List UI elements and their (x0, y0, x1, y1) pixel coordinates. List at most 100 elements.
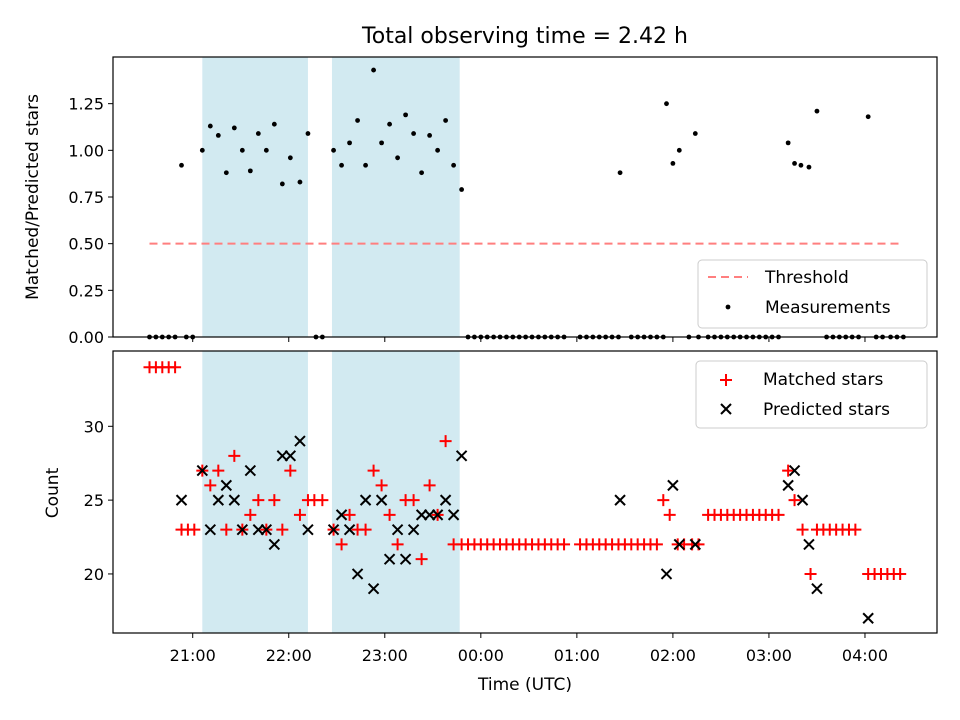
top-y-tick-label: 1.25 (68, 95, 104, 114)
matched-star-marker (244, 508, 257, 521)
top-axes-frame (112, 56, 938, 338)
measurement-point (792, 161, 797, 166)
matched-star-marker (558, 538, 571, 551)
matched-star-marker (383, 508, 396, 521)
matched-star-marker (268, 494, 281, 507)
top-y-tick-label: 0.00 (68, 328, 104, 347)
matched-star-marker (796, 523, 809, 536)
bottom-plot-marks (143, 361, 907, 624)
matched-star-marker (391, 538, 404, 551)
bottom-x-ticks: 21:00 22:00 23:00 00:00 01:00 02:00 03:00 04:00 (170, 633, 888, 665)
predicted-star-marker (431, 509, 444, 521)
predicted-star-marker (204, 523, 217, 536)
measurement-point (247, 168, 253, 174)
bottom-shaded-regions (202, 351, 460, 633)
measurement-point (379, 140, 384, 146)
matched-star-marker (169, 361, 182, 374)
predicted-star-marker (782, 479, 794, 492)
bottom-legend: Matched stars Predicted stars (695, 360, 928, 429)
measurement-point (387, 121, 392, 127)
bottom-legend-matched-swatch (720, 374, 732, 386)
measurement-point (427, 133, 433, 138)
measurement-point (355, 118, 360, 123)
predicted-star-marker (244, 464, 257, 477)
measurement-point (403, 112, 408, 118)
predicted-star-marker (359, 494, 372, 506)
predicted-star-marker (343, 523, 356, 536)
predicted-star-marker (260, 523, 273, 536)
predicted-star-marker (689, 538, 702, 551)
predicted-star-marker (236, 523, 249, 536)
matched-star-marker (663, 508, 676, 521)
matched-star-marker (849, 523, 862, 536)
predicted-star-marker (455, 450, 468, 462)
bottom-legend-matched-label: Matched stars (763, 370, 883, 390)
predicted-star-marker (175, 494, 188, 506)
matched-star-marker (375, 479, 388, 492)
top-y-ticks: 0.00 0.25 0.50 0.75 1.00 1.25 (68, 95, 113, 347)
predicted-star-marker (327, 523, 340, 536)
measurement-point (347, 140, 352, 146)
shaded-interval-1 (202, 57, 308, 337)
measurement-point (215, 133, 221, 138)
top-y-tick-label: 1.00 (68, 141, 104, 160)
measurement-point (255, 131, 261, 136)
measurement-point (287, 155, 293, 161)
matched-star-marker (284, 464, 297, 477)
matched-star-marker (804, 567, 817, 580)
measurement-point (339, 162, 344, 168)
predicted-star-marker (375, 494, 388, 506)
measurement-point (814, 108, 820, 114)
measurement-point (451, 162, 457, 168)
bottom-y-tick-label: 25 (84, 491, 104, 510)
top-y-axis-label: Matched/Predicted stars (23, 94, 43, 300)
measurement-point (459, 187, 465, 192)
top-x-ticks (192, 337, 866, 342)
measurement-point (395, 155, 400, 161)
top-chart-title: Total observing time = 2.42 h (361, 24, 688, 49)
bottom-axes-frame (112, 350, 938, 634)
measurement-point (297, 179, 303, 185)
top-legend-measurements-label: Measurements (765, 298, 891, 318)
bottom-y-axis-label: Count (43, 467, 63, 518)
bottom-y-tick-label: 30 (84, 417, 104, 436)
x-tick-label: 01:00 (554, 646, 600, 665)
measurement-point (363, 162, 368, 168)
matched-star-marker (188, 523, 201, 536)
matched-star-marker (788, 494, 801, 507)
predicted-star-marker (220, 479, 233, 492)
measurement-point (435, 147, 441, 153)
shaded-interval-2 (331, 57, 460, 337)
measurement-point (443, 118, 449, 123)
top-shaded-regions (202, 57, 460, 337)
measurement-point (263, 147, 269, 153)
predicted-star-marker (862, 612, 874, 624)
x-tick-label: 00:00 (458, 646, 504, 665)
measurement-point (271, 121, 277, 127)
predicted-star-marker (294, 435, 306, 447)
predicted-star-marker (614, 494, 626, 506)
matched-star-marker (335, 538, 348, 551)
predicted-star-marker (228, 494, 241, 506)
bottom-y-tick-label: 20 (84, 565, 104, 584)
predicted-star-marker (383, 553, 396, 565)
matched-star-marker (439, 435, 452, 448)
matched-star-marker (228, 449, 241, 462)
top-y-tick-label: 0.25 (68, 281, 104, 300)
x-axis-label: Time (UTC) (477, 675, 572, 695)
predicted-star-marker (196, 464, 209, 477)
x-tick-label: 23:00 (362, 646, 408, 665)
matched-star-marker (293, 508, 306, 521)
matched-star-marker (772, 508, 785, 521)
measurement-point (798, 162, 804, 168)
shaded-interval-2 (331, 351, 460, 633)
predicted-star-marker (667, 479, 679, 492)
measurement-point (231, 125, 237, 131)
matched-star-marker (220, 523, 233, 536)
x-tick-label: 04:00 (842, 646, 888, 665)
predicted-star-marker (673, 538, 686, 551)
predicted-star-marker (399, 553, 412, 565)
top-legend-measurements-swatch (725, 304, 731, 310)
